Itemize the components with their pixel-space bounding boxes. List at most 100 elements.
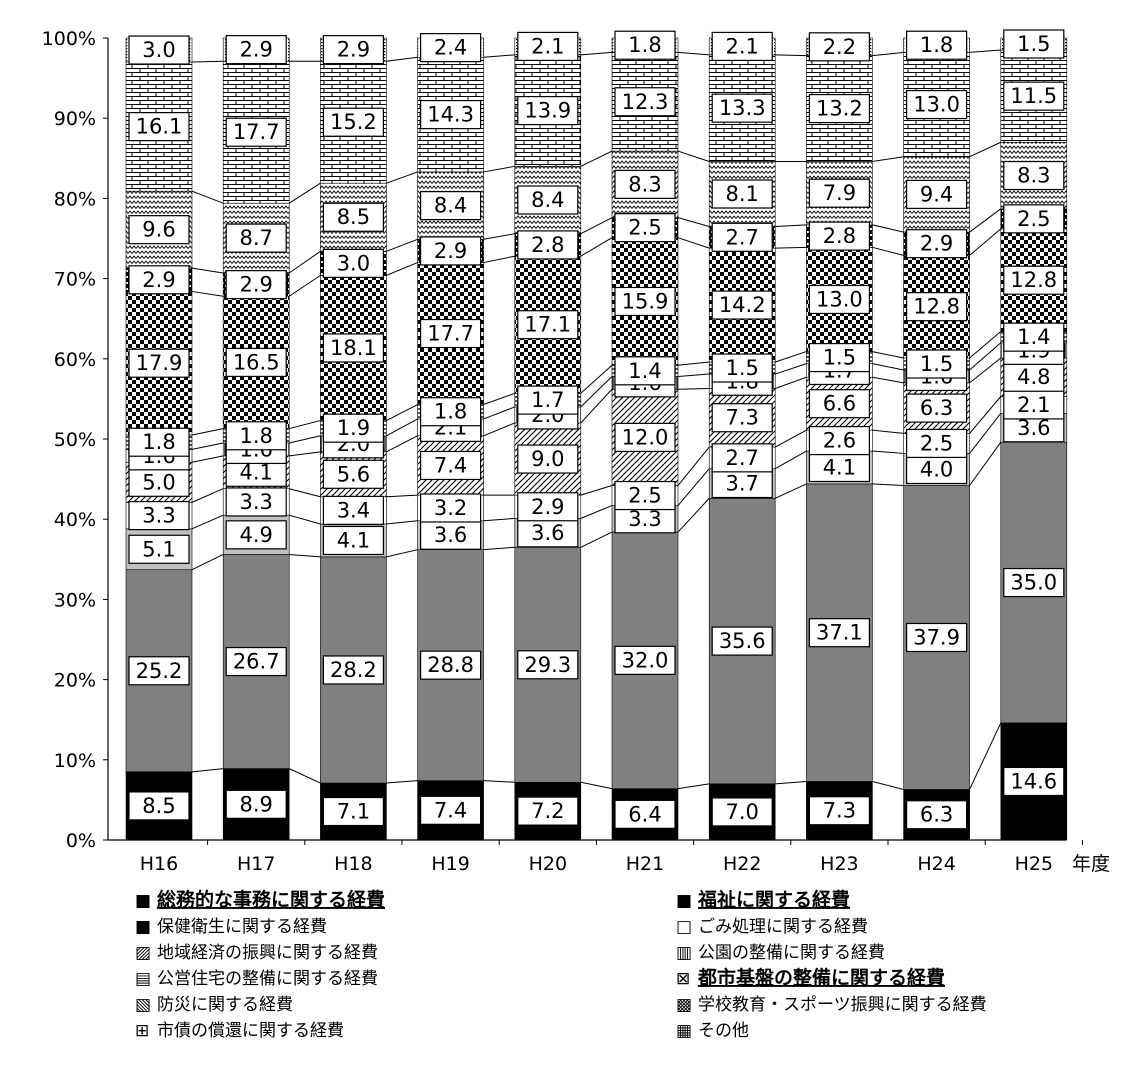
data-label-box bbox=[614, 213, 676, 243]
data-label-box bbox=[808, 178, 871, 208]
connector-line bbox=[872, 224, 904, 233]
y-tick-label: 70% bbox=[54, 269, 96, 291]
data-label: 12.8 bbox=[913, 295, 960, 319]
connector-line bbox=[191, 290, 224, 297]
data-label-box bbox=[322, 202, 384, 232]
data-label: 2.1 bbox=[531, 34, 564, 58]
data-label: 12.3 bbox=[622, 90, 669, 114]
data-label-box bbox=[808, 389, 871, 419]
data-label-box bbox=[905, 229, 968, 259]
data-label-box bbox=[711, 626, 773, 656]
connector-line bbox=[969, 331, 1002, 359]
data-label: 1.7 bbox=[531, 388, 564, 412]
data-label: 1.4 bbox=[1017, 325, 1050, 349]
connector-line bbox=[289, 514, 321, 525]
connector-line bbox=[386, 404, 418, 421]
data-label-box bbox=[517, 31, 579, 62]
data-label: 1.5 bbox=[725, 356, 758, 380]
connector-line bbox=[775, 376, 807, 389]
x-axis-label: 年度 bbox=[1072, 853, 1110, 875]
data-label: 8.4 bbox=[531, 188, 564, 212]
y-tick-label: 60% bbox=[54, 349, 96, 371]
data-label: 2.5 bbox=[628, 216, 661, 240]
data-label-box bbox=[128, 35, 190, 65]
data-label-box bbox=[420, 99, 482, 130]
connector-line bbox=[191, 554, 224, 571]
data-label: 37.1 bbox=[816, 621, 863, 645]
connector-line bbox=[580, 364, 613, 394]
data-label-box bbox=[905, 428, 968, 459]
connector-line bbox=[969, 722, 1002, 790]
connector-line bbox=[191, 60, 224, 63]
connector-line bbox=[288, 274, 321, 297]
data-label-box bbox=[711, 353, 773, 383]
connector-line bbox=[872, 246, 904, 256]
data-label: 35.0 bbox=[1010, 571, 1057, 595]
connector-line bbox=[289, 553, 321, 558]
legend-label: 市債の償還に関する経費 bbox=[157, 1021, 344, 1041]
data-label: 1.9 bbox=[337, 416, 370, 440]
connector-line bbox=[677, 237, 710, 249]
connector-line bbox=[483, 780, 515, 783]
data-label-box bbox=[420, 318, 482, 349]
data-label-box bbox=[128, 112, 190, 142]
data-label: 1.8 bbox=[142, 430, 175, 454]
data-label: 7.3 bbox=[823, 799, 856, 823]
data-label: 2.2 bbox=[823, 35, 856, 59]
data-label: 2.9 bbox=[434, 239, 467, 263]
data-label: 7.4 bbox=[434, 453, 467, 477]
data-label: 1.8 bbox=[628, 33, 661, 57]
data-label: 3.6 bbox=[1017, 416, 1050, 440]
connector-line bbox=[774, 483, 807, 499]
connector-line bbox=[289, 488, 321, 498]
connector-line bbox=[483, 406, 515, 420]
x-tick-label: H18 bbox=[334, 853, 372, 875]
data-label: 16.1 bbox=[136, 115, 183, 139]
data-label: 2.5 bbox=[628, 484, 661, 508]
data-label-box bbox=[1003, 81, 1065, 111]
legend-marker: ▧ bbox=[135, 995, 151, 1015]
data-label: 2.9 bbox=[239, 273, 272, 297]
connector-line bbox=[386, 494, 418, 498]
data-label: 11.5 bbox=[1010, 84, 1057, 108]
data-label-box bbox=[322, 459, 384, 489]
data-label: 13.0 bbox=[913, 93, 960, 117]
data-label-box bbox=[517, 796, 579, 826]
connector-line bbox=[288, 250, 321, 274]
data-label: 2.7 bbox=[725, 446, 758, 470]
connector-line bbox=[483, 422, 515, 437]
data-label-box bbox=[420, 191, 482, 221]
data-label: 26.7 bbox=[233, 650, 280, 674]
data-label-box bbox=[517, 230, 579, 260]
connector-line bbox=[191, 267, 224, 274]
legend-label: 学校教育・スポーツ振興に関する経費 bbox=[698, 995, 987, 1015]
connector-line bbox=[580, 388, 613, 424]
data-label-box bbox=[905, 349, 968, 379]
data-label: 14.2 bbox=[719, 293, 766, 317]
data-label: 15.9 bbox=[622, 289, 669, 313]
connector-line bbox=[775, 224, 807, 227]
legend-marker: ▦ bbox=[676, 1021, 692, 1041]
connector-line bbox=[872, 376, 904, 384]
data-label-box bbox=[1003, 265, 1065, 295]
legend-marker: ▥ bbox=[676, 943, 692, 963]
data-label: 3.6 bbox=[434, 523, 467, 547]
data-label: 14.3 bbox=[427, 103, 474, 127]
data-label: 17.7 bbox=[427, 322, 474, 346]
data-label: 9.6 bbox=[142, 218, 175, 242]
legend-label: 公園の整備に関する経費 bbox=[698, 943, 885, 963]
data-label-box bbox=[322, 35, 384, 65]
y-tick-label: 100% bbox=[42, 28, 96, 50]
connector-line bbox=[191, 428, 224, 436]
data-label: 17.1 bbox=[524, 313, 571, 337]
connector-line bbox=[969, 342, 1002, 371]
data-label-box bbox=[420, 795, 482, 825]
legend-marker: ■ bbox=[135, 917, 151, 937]
connector-line bbox=[677, 373, 710, 377]
data-label-box bbox=[614, 645, 676, 675]
data-label-box bbox=[128, 656, 190, 686]
data-label: 13.9 bbox=[524, 99, 571, 123]
data-label: 14.6 bbox=[1010, 769, 1057, 793]
data-label: 2.9 bbox=[337, 38, 370, 62]
